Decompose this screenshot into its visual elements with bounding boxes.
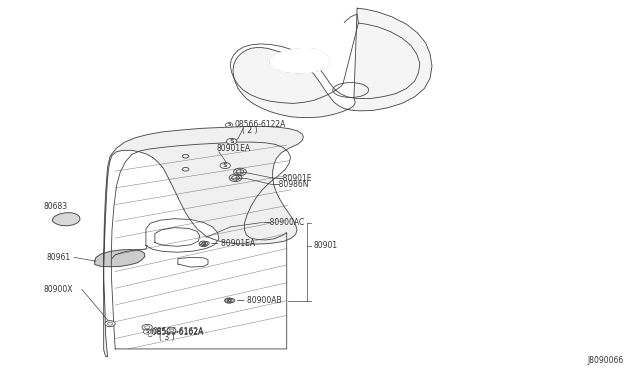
Text: 80683: 80683 bbox=[44, 202, 68, 211]
Circle shape bbox=[228, 299, 235, 302]
Text: ( 2 ): ( 2 ) bbox=[242, 126, 257, 135]
Circle shape bbox=[220, 163, 230, 169]
Circle shape bbox=[200, 241, 207, 246]
Text: S: S bbox=[229, 139, 234, 144]
Circle shape bbox=[225, 298, 233, 303]
Text: J8090066: J8090066 bbox=[588, 356, 624, 365]
Polygon shape bbox=[233, 8, 432, 118]
Circle shape bbox=[203, 241, 209, 245]
Polygon shape bbox=[95, 250, 145, 267]
Text: S: S bbox=[145, 329, 149, 334]
Circle shape bbox=[143, 330, 151, 334]
Polygon shape bbox=[178, 257, 208, 267]
Text: 08566-6162A: 08566-6162A bbox=[152, 327, 204, 336]
Text: —80901E: —80901E bbox=[275, 174, 312, 183]
Text: —80900AC: —80900AC bbox=[262, 218, 305, 227]
Text: 80901: 80901 bbox=[314, 241, 338, 250]
Circle shape bbox=[167, 328, 176, 333]
Text: 80901EA: 80901EA bbox=[216, 144, 250, 153]
Text: —80986N: —80986N bbox=[272, 180, 310, 189]
Text: — 80901EA: — 80901EA bbox=[211, 239, 255, 248]
Circle shape bbox=[227, 138, 237, 144]
Circle shape bbox=[225, 123, 233, 127]
Text: 08566-6122A: 08566-6122A bbox=[234, 121, 285, 129]
Circle shape bbox=[199, 241, 208, 247]
Text: S: S bbox=[223, 163, 228, 168]
Text: — 80900AB: — 80900AB bbox=[237, 296, 282, 305]
Polygon shape bbox=[270, 48, 330, 73]
Polygon shape bbox=[146, 219, 219, 252]
Circle shape bbox=[142, 324, 152, 330]
Text: Ⓝ08566-6162A: Ⓝ08566-6162A bbox=[147, 327, 204, 336]
Text: S: S bbox=[227, 122, 231, 128]
Polygon shape bbox=[104, 126, 303, 356]
Polygon shape bbox=[52, 213, 80, 226]
Text: 80961: 80961 bbox=[46, 253, 70, 262]
Text: ( 3 ): ( 3 ) bbox=[159, 333, 174, 341]
Circle shape bbox=[225, 298, 234, 303]
Circle shape bbox=[105, 321, 115, 327]
Text: 80900X: 80900X bbox=[44, 285, 73, 294]
